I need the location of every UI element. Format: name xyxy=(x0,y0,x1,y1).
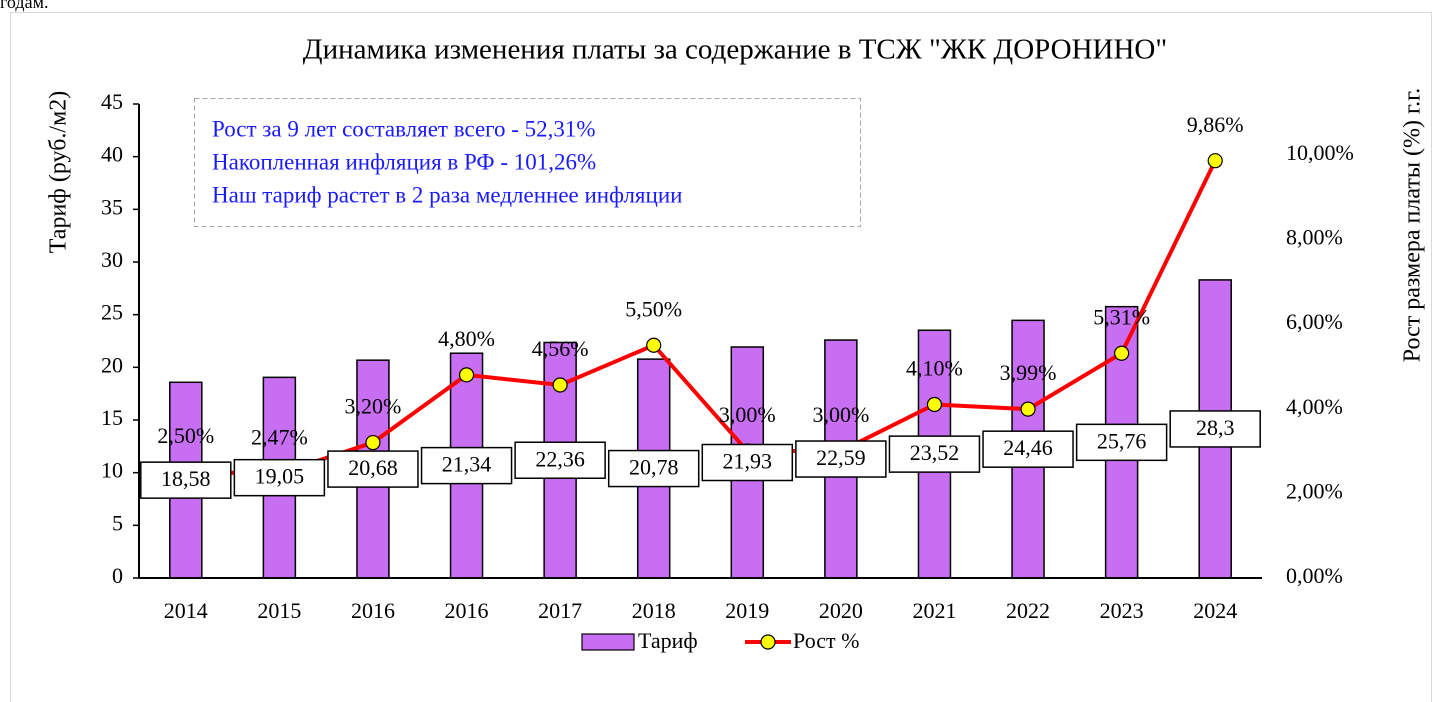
line-marker xyxy=(926,396,943,413)
line-label: 2,47% xyxy=(251,425,308,450)
bar-label: 22,59 xyxy=(816,445,866,470)
bar-label-box xyxy=(1169,410,1261,448)
bar-label: 21,34 xyxy=(442,452,492,477)
bar-label-box xyxy=(420,446,513,485)
x-tick-label: 2024 xyxy=(1193,598,1237,623)
chart-frame xyxy=(10,12,1432,702)
bar-label-box xyxy=(140,461,232,499)
bar-label: 22,36 xyxy=(535,446,585,471)
bar-label-box xyxy=(795,440,887,478)
y-tick-label: 20 xyxy=(101,352,123,377)
line-label: 9,86% xyxy=(1187,112,1244,137)
bar-label-box xyxy=(701,443,794,482)
line-label: 5,50% xyxy=(625,296,682,321)
chart-title: Динамика изменения платы за содержание в… xyxy=(303,34,1167,66)
line-label: 4,56% xyxy=(532,336,589,361)
y-tick-label: 0 xyxy=(112,563,123,588)
x-tick-label: 2016 xyxy=(351,598,395,623)
line-label: 3,99% xyxy=(1000,360,1057,385)
x-tick-label: 2023 xyxy=(1100,598,1144,623)
y2-tick-label: 0,00% xyxy=(1286,563,1343,588)
y2-tick-label: 6,00% xyxy=(1286,309,1343,334)
legend-label: Рост % xyxy=(793,628,859,653)
bar-label-box xyxy=(888,435,981,473)
x-tick-label: 2019 xyxy=(725,598,769,623)
bar-label: 19,05 xyxy=(255,464,305,489)
y-tick-label: 15 xyxy=(101,405,123,430)
line-marker xyxy=(1207,153,1223,169)
y-tick-label: 5 xyxy=(112,510,123,535)
line-marker xyxy=(646,337,662,353)
y-tick-label: 30 xyxy=(101,247,123,272)
bar-label: 21,93 xyxy=(723,449,773,474)
line-label: 3,00% xyxy=(719,402,776,427)
y-tick-label: 25 xyxy=(101,300,123,325)
annotation-box xyxy=(194,98,861,227)
legend-swatch xyxy=(581,633,635,651)
line-label: 2,50% xyxy=(157,423,214,448)
bar-label: 24,46 xyxy=(1003,435,1053,460)
x-tick-label: 2018 xyxy=(632,598,676,623)
line-marker xyxy=(1020,401,1036,417)
x-tick-label: 2014 xyxy=(164,598,208,623)
x-tick-label: 2020 xyxy=(819,598,863,623)
line-marker xyxy=(552,377,568,393)
line-marker xyxy=(365,434,381,451)
annotation: Наш тариф растет в 2 раза медленнее инфл… xyxy=(212,182,682,207)
bar-label-box xyxy=(1075,423,1168,462)
y2-tick-label: 10,00% xyxy=(1286,140,1354,165)
bar-label-box xyxy=(233,458,326,497)
bar-label-box xyxy=(327,450,419,488)
line-marker xyxy=(458,367,475,383)
legend-marker xyxy=(760,634,776,650)
line-label: 5,31% xyxy=(1093,304,1150,329)
annotation: Накопленная инфляция в РФ - 101,26% xyxy=(212,149,596,174)
x-tick-label: 2015 xyxy=(257,598,301,623)
annotation: Рост за 9 лет составляет всего - 52,31% xyxy=(212,116,596,141)
x-tick-label: 2016 xyxy=(445,598,489,623)
y2-tick-label: 8,00% xyxy=(1286,224,1343,249)
bar-label: 28,3 xyxy=(1196,415,1235,440)
line-label: 3,00% xyxy=(812,402,869,427)
y-tick-label: 10 xyxy=(101,458,123,483)
y2-tick-label: 4,00% xyxy=(1286,394,1343,419)
caption: годам. xyxy=(0,0,48,12)
x-tick-label: 2022 xyxy=(1006,598,1050,623)
legend-label: Тариф xyxy=(638,628,698,653)
y-axis-label: Тариф (руб./м2) xyxy=(46,91,72,254)
y2-axis-label: Рост размера платы (%) г.г. xyxy=(1400,88,1426,363)
bar-label: 20,78 xyxy=(629,455,679,480)
y-tick-label: 45 xyxy=(101,89,123,114)
line-label: 4,10% xyxy=(906,356,963,381)
x-tick-label: 2017 xyxy=(538,598,582,623)
y-tick-label: 35 xyxy=(101,194,123,219)
bar-label-box xyxy=(514,441,606,479)
y2-tick-label: 2,00% xyxy=(1286,478,1343,503)
line-label: 4,80% xyxy=(438,326,495,351)
bar-label-box xyxy=(607,449,700,488)
line-marker xyxy=(1114,345,1130,361)
line-label: 3,20% xyxy=(345,394,402,419)
x-tick-label: 2021 xyxy=(912,598,956,623)
bar-label: 20,68 xyxy=(348,455,398,480)
bar-label: 23,52 xyxy=(910,440,960,465)
y-tick-label: 40 xyxy=(101,142,123,167)
bar-label: 18,58 xyxy=(161,466,211,491)
bar-label: 25,76 xyxy=(1097,428,1147,453)
line xyxy=(185,159,1218,476)
bar-label-box xyxy=(982,430,1074,468)
